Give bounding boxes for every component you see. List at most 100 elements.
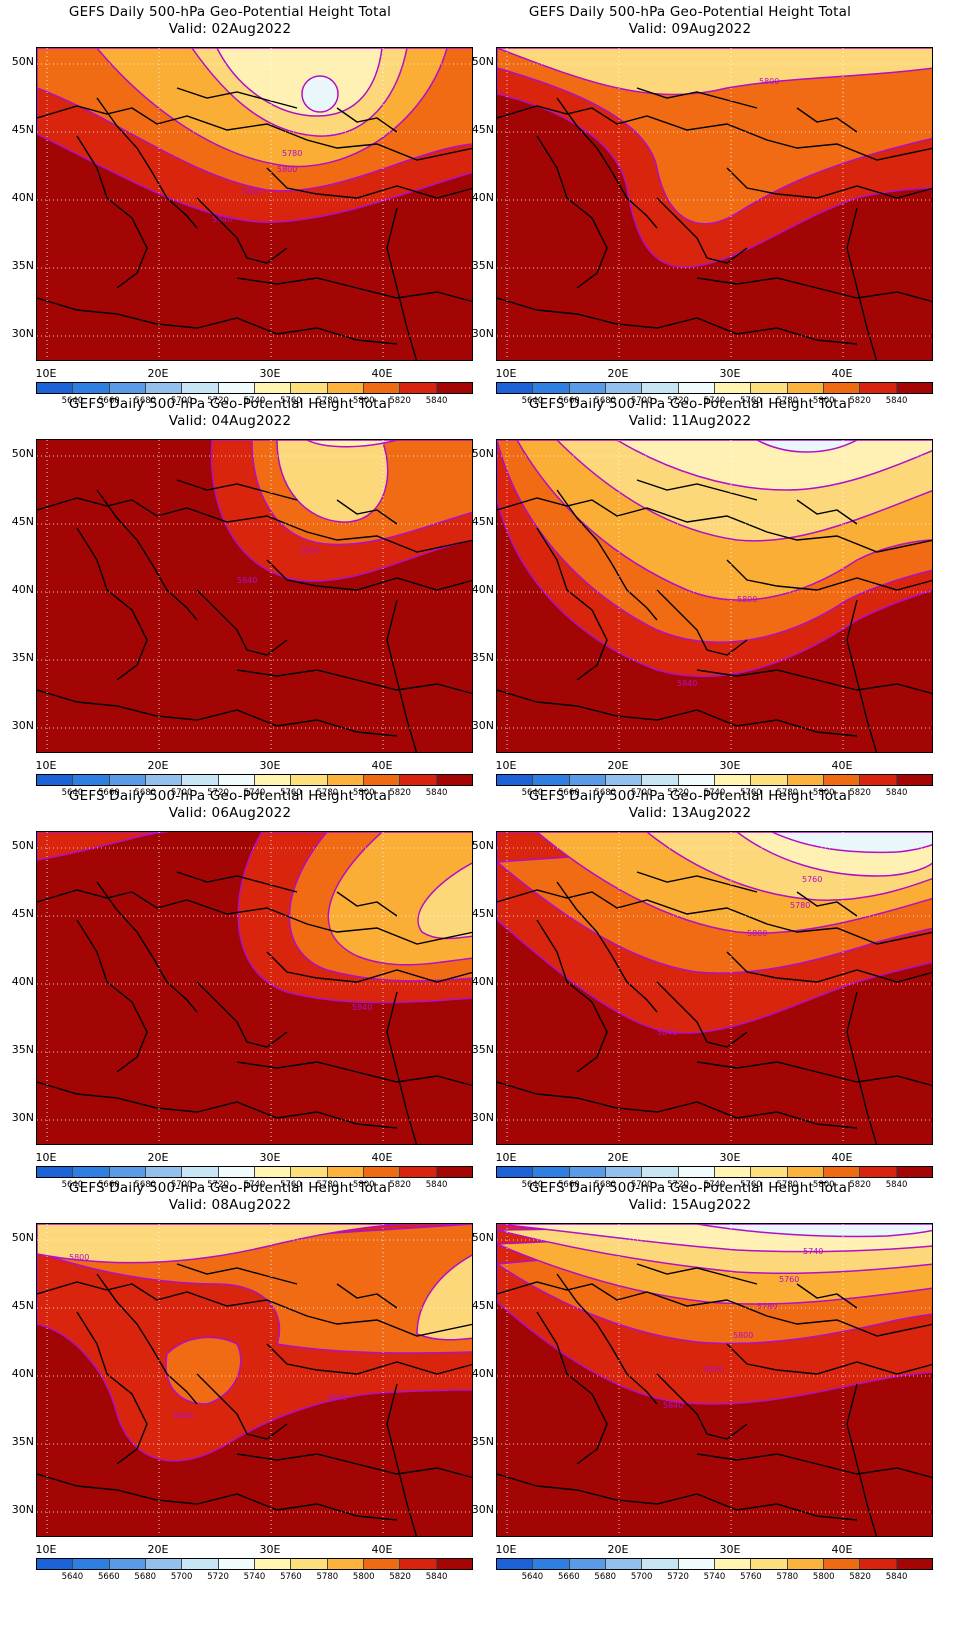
colorbar-labels: 5640 5660 5680 5700 5720 5740 5760 5780 5800 5820… <box>36 1572 473 1584</box>
colorbar-swatch <box>533 1167 570 1177</box>
colorbar-labels: 5640 5660 5680 5700 5720 5740 5760 5780 5800 5820… <box>496 1572 933 1584</box>
lon-label: 40E <box>831 1151 853 1164</box>
colorbar-label: 5780 <box>776 1572 799 1582</box>
colorbar-label: 5640 <box>61 396 84 406</box>
panel-title: GEFS Daily 500-hPa Geo-Potential Height … <box>460 1180 920 1214</box>
colorbar-label: 5640 <box>521 1572 544 1582</box>
colorbar <box>496 774 933 786</box>
panel-valid-date: Valid: 09Aug2022 <box>628 21 752 37</box>
lat-label: 30N <box>11 719 34 732</box>
panel-title: GEFS Daily 500-hPa Geo-Potential Height … <box>0 788 460 822</box>
colorbar-label: 5660 <box>558 1180 580 1190</box>
colorbar-swatch <box>860 1167 897 1177</box>
lon-label: 40E <box>831 759 853 772</box>
lon-label: 10E <box>495 1151 517 1164</box>
lon-label: 40E <box>831 367 853 380</box>
colorbar-swatch <box>823 383 861 393</box>
colorbar-label: 5820 <box>389 1572 411 1582</box>
colorbar-label: 5800 <box>352 1572 375 1582</box>
colorbar-swatch <box>751 1559 788 1569</box>
colorbar-label: 5640 <box>61 788 84 798</box>
colorbar-label: 5780 <box>316 788 339 798</box>
lon-label: 30E <box>719 759 741 772</box>
colorbar-label: 5700 <box>630 1180 653 1190</box>
colorbar-label: 5660 <box>98 396 120 406</box>
colorbar-label: 5740 <box>243 788 266 798</box>
colorbar-swatch <box>497 1167 534 1177</box>
colorbar-label: 5660 <box>98 788 120 798</box>
colorbar-swatch <box>291 383 328 393</box>
colorbar-swatch <box>327 1167 364 1177</box>
lat-label: 45N <box>11 1299 34 1312</box>
colorbar-swatch <box>182 1167 219 1177</box>
lon-label: 30E <box>719 1151 741 1164</box>
panel-title-text: GEFS Daily 500-hPa Geo-Potential Height … <box>528 396 852 412</box>
colorbar-swatch <box>823 1559 861 1569</box>
colorbar-swatch <box>218 1167 255 1177</box>
map-panel-3: GEFS Daily 500-hPa Geo-Potential Height … <box>0 392 473 802</box>
colorbar-label: 5760 <box>280 788 302 798</box>
colorbar-label: 5680 <box>594 396 617 406</box>
colorbar-label: 5840 <box>885 1572 908 1582</box>
colorbar-label: 5720 <box>207 1180 229 1190</box>
contour-label: 5840 <box>327 1393 347 1402</box>
colorbar-labels: 5640 5660 5680 5700 5720 5740 5760 5780 5800 5820… <box>496 1180 933 1192</box>
lon-label: 40E <box>371 759 393 772</box>
colorbar-swatch <box>787 775 824 785</box>
lat-label: 40N <box>11 583 34 596</box>
colorbar-swatch <box>363 775 401 785</box>
colorbar-label: 5700 <box>170 1180 193 1190</box>
colorbar-swatch <box>400 1167 437 1177</box>
panel-title: GEFS Daily 500-hPa Geo-Potential Height … <box>0 1180 460 1214</box>
contour-label: 5840 <box>657 1028 677 1037</box>
colorbar-label: 5740 <box>703 1572 726 1582</box>
colorbar-label: 5820 <box>389 396 411 406</box>
colorbar-swatch <box>860 383 897 393</box>
colorbar-label: 5720 <box>667 1572 689 1582</box>
colorbar-label: 5680 <box>134 1180 157 1190</box>
contour-label: 5780 <box>282 149 302 158</box>
colorbar-swatch <box>751 1167 788 1177</box>
panel-title-text: GEFS Daily 500-hPa Geo-Potential Height … <box>68 396 392 412</box>
lon-label: 10E <box>495 759 517 772</box>
map-plot: 5740 5760 5780 5800 5820 5840 <box>496 1223 933 1537</box>
lat-label: 50N <box>471 447 494 460</box>
panel-valid-date: Valid: 02Aug2022 <box>168 21 292 37</box>
lat-label: 30N <box>471 719 494 732</box>
panel-title: GEFS Daily 500-hPa Geo-Potential Height … <box>0 4 460 38</box>
lat-label: 40N <box>11 191 34 204</box>
colorbar-label: 5640 <box>521 1180 544 1190</box>
lat-label: 35N <box>11 651 34 664</box>
map-plot: 5820 5840 <box>36 439 473 753</box>
lon-label: 10E <box>35 759 57 772</box>
map-panel-6: GEFS Daily 500-hPa Geo-Potential Height … <box>460 784 933 1194</box>
lon-label: 20E <box>607 367 629 380</box>
colorbar-swatch <box>642 1559 679 1569</box>
colorbar-swatch <box>254 1559 292 1569</box>
colorbar-labels: 5640 5660 5680 5700 5720 5740 5760 5780 5800 5820… <box>36 396 473 408</box>
colorbar-labels: 5640 5660 5680 5700 5720 5740 5760 5780 5800 5820… <box>496 396 933 408</box>
colorbar-swatch <box>569 1167 606 1177</box>
lat-label: 40N <box>471 975 494 988</box>
lon-label: 10E <box>495 1543 517 1556</box>
colorbar-label: 5820 <box>849 1572 871 1582</box>
panel-title: GEFS Daily 500-hPa Geo-Potential Height … <box>460 4 920 38</box>
colorbar-swatch <box>37 775 74 785</box>
colorbar-swatch <box>787 1167 824 1177</box>
colorbar-swatch <box>497 775 534 785</box>
contour-label: 5800 <box>759 77 779 86</box>
colorbar-swatch <box>605 775 643 785</box>
contour-label: 5840 <box>352 1003 372 1012</box>
colorbar-swatch <box>291 1559 328 1569</box>
colorbar-swatch <box>363 1559 401 1569</box>
lon-label: 10E <box>35 367 57 380</box>
colorbar-swatch <box>109 383 146 393</box>
colorbar-label: 5720 <box>667 788 689 798</box>
lat-label: 40N <box>11 1367 34 1380</box>
lat-label: 30N <box>471 1503 494 1516</box>
panel-valid-date: Valid: 15Aug2022 <box>628 1197 752 1213</box>
colorbar-swatch <box>436 775 472 785</box>
colorbar-label: 5840 <box>425 1572 448 1582</box>
contour-label: 5840 <box>677 679 697 688</box>
lon-label: 40E <box>371 367 393 380</box>
